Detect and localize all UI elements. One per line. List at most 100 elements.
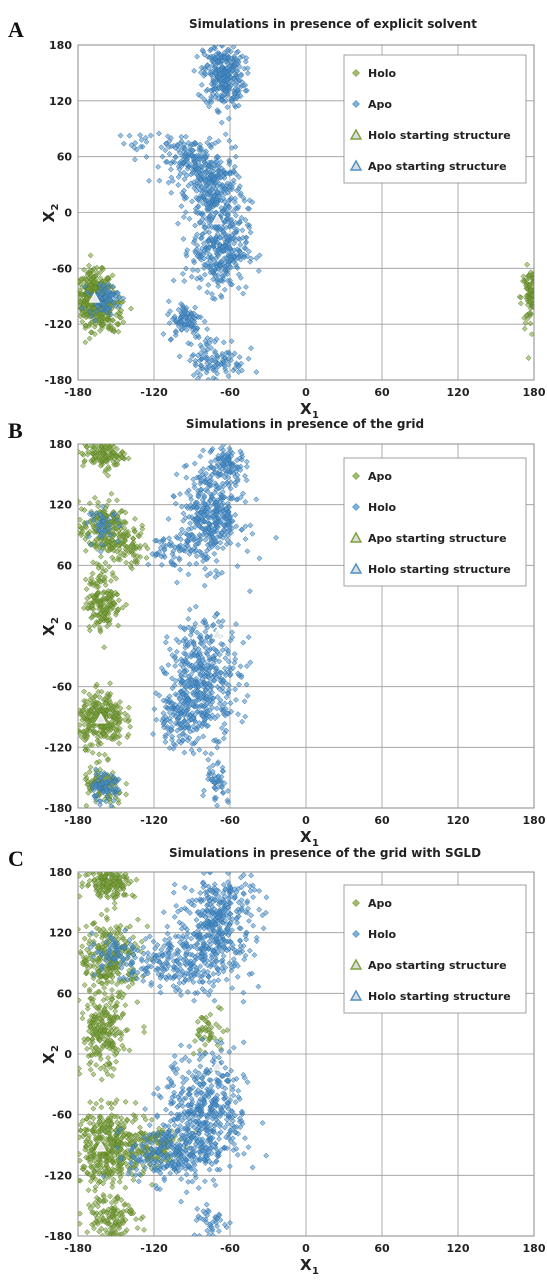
data-point xyxy=(102,582,109,589)
data-point xyxy=(197,695,204,701)
data-point xyxy=(112,611,119,618)
data-point xyxy=(212,348,218,355)
data-point xyxy=(128,305,134,312)
data-point xyxy=(211,677,218,684)
data-point xyxy=(124,532,131,539)
data-point xyxy=(120,1010,127,1017)
data-point xyxy=(166,646,173,653)
data-point xyxy=(100,545,107,552)
data-point xyxy=(522,320,529,327)
data-point xyxy=(174,220,181,227)
data-point xyxy=(230,66,236,73)
data-point xyxy=(90,517,97,523)
data-point xyxy=(212,79,219,86)
data-point xyxy=(224,212,231,218)
data-point xyxy=(112,785,119,792)
data-point xyxy=(217,159,224,165)
data-point xyxy=(219,618,226,625)
data-point xyxy=(95,456,102,463)
data-point xyxy=(104,623,111,630)
data-point xyxy=(135,532,142,539)
data-point xyxy=(143,153,150,160)
data-point xyxy=(225,258,232,265)
data-point xyxy=(100,997,107,1004)
data-point xyxy=(202,628,209,635)
data-point xyxy=(202,619,209,626)
data-point xyxy=(214,231,221,238)
data-point xyxy=(217,777,224,784)
data-point xyxy=(163,140,170,147)
data-point xyxy=(169,736,175,743)
data-point xyxy=(225,76,232,83)
data-point xyxy=(202,71,209,78)
data-point xyxy=(97,973,104,980)
data-point xyxy=(107,532,114,538)
data-point xyxy=(120,140,127,147)
data-point xyxy=(87,1024,94,1031)
data-point xyxy=(78,997,82,1004)
data-point xyxy=(84,882,91,889)
data-point xyxy=(122,1002,129,1009)
data-point xyxy=(110,449,117,456)
data-point xyxy=(185,615,192,622)
y-axis-label: X2 xyxy=(40,204,61,223)
starting-structure-marker xyxy=(88,292,101,303)
data-point xyxy=(110,511,117,518)
panel-title: Simulations in presence of explicit solv… xyxy=(189,17,477,31)
data-point xyxy=(97,801,104,808)
data-point xyxy=(160,710,167,717)
data-point xyxy=(90,594,97,601)
data-point xyxy=(230,367,237,374)
data-point xyxy=(212,45,218,52)
x-axis-label: X xyxy=(300,400,312,418)
data-point xyxy=(92,598,99,605)
y-tick-label: -60 xyxy=(52,681,72,694)
x-tick-label: 0 xyxy=(302,814,310,827)
data-point xyxy=(242,523,249,530)
data-point xyxy=(238,367,245,374)
data-point xyxy=(202,176,209,183)
data-point xyxy=(209,268,215,275)
data-point xyxy=(186,712,193,719)
series-apo xyxy=(78,444,151,808)
data-point xyxy=(106,598,113,605)
data-point xyxy=(103,1009,110,1016)
data-point xyxy=(202,500,209,507)
data-point xyxy=(115,720,122,727)
data-point xyxy=(102,447,109,454)
data-point xyxy=(195,492,202,499)
data-point xyxy=(213,557,220,564)
data-point xyxy=(108,311,115,318)
data-point xyxy=(193,553,200,560)
data-point xyxy=(224,271,231,278)
data-point xyxy=(197,342,204,349)
data-point xyxy=(206,135,213,142)
data-point xyxy=(186,662,193,669)
data-point xyxy=(189,710,196,717)
data-point xyxy=(202,695,209,702)
data-point xyxy=(89,570,96,577)
data-point xyxy=(99,503,106,510)
data-point xyxy=(212,266,219,273)
data-point xyxy=(95,522,102,529)
panel-title: Simulations in presence of the grid xyxy=(186,417,424,431)
data-point xyxy=(113,872,120,878)
data-point xyxy=(195,683,202,690)
data-point xyxy=(92,782,99,789)
data-point xyxy=(256,555,263,562)
data-point xyxy=(99,513,106,520)
data-point xyxy=(202,565,209,572)
data-point xyxy=(104,618,111,624)
data-point xyxy=(244,548,251,555)
data-point xyxy=(181,626,188,633)
data-point xyxy=(192,304,199,311)
data-point xyxy=(96,988,103,995)
data-point xyxy=(81,957,88,964)
data-point xyxy=(184,722,191,729)
data-point xyxy=(194,708,201,715)
y-tick-label: 0 xyxy=(64,207,72,220)
data-point xyxy=(174,142,181,149)
data-point xyxy=(107,606,114,613)
data-point xyxy=(182,209,189,216)
data-point xyxy=(117,922,124,929)
